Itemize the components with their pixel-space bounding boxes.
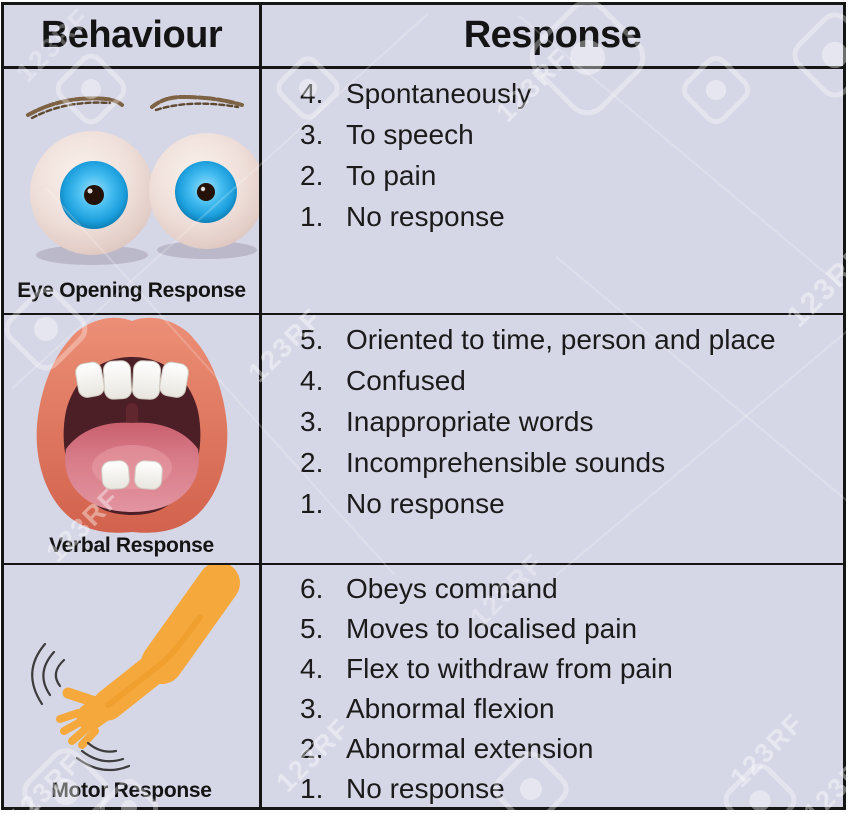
item-text: No response (346, 487, 505, 519)
item-number: 1. (300, 487, 324, 519)
response-item: 1. No response (300, 769, 843, 809)
item-text: Obeys command (346, 573, 558, 604)
response-item: 1. No response (300, 483, 843, 524)
item-text: Incomprehensible sounds (346, 446, 666, 478)
response-item: 2. Incomprehensible sounds (300, 442, 843, 483)
item-number: 3. (300, 118, 324, 150)
header-response: Response (463, 14, 642, 56)
moving-arm-icon (31, 565, 240, 772)
verbal-response-list: 5. Oriented to time, person and place 4. C… (262, 315, 843, 563)
table-row-eye-opening: Eye Opening Response 4. Spontaneously 3. T… (4, 69, 843, 315)
response-item: 4. Spontaneously (300, 73, 843, 114)
verbal-illustration-cell: Verbal Response (4, 315, 262, 563)
response-item: 3. Abnormal flexion (300, 689, 843, 729)
item-number: 6. (300, 573, 324, 604)
response-item: 4. Confused (300, 360, 843, 401)
response-item: 2. To pain (300, 155, 843, 196)
motion-lines (31, 642, 131, 772)
item-number: 2. (300, 733, 324, 764)
item-number: 4. (300, 77, 324, 109)
row-label-verbal: Verbal Response (49, 534, 214, 557)
item-text: Confused (346, 364, 466, 396)
response-item: 5. Moves to localised pain (300, 609, 843, 649)
motor-illustration-cell: Motor Response (4, 565, 262, 809)
item-number: 5. (300, 323, 324, 355)
response-item: 1. No response (300, 196, 843, 237)
row-label-eye-opening: Eye Opening Response (17, 279, 246, 302)
row-label-motor: Motor Response (51, 779, 212, 802)
response-item: 2. Abnormal extension (300, 729, 843, 769)
response-item: 3. Inappropriate words (300, 401, 843, 442)
motor-response-list: 6. Obeys command 5. Moves to localised pai… (262, 565, 843, 809)
item-text: Oriented to time, person and place (346, 323, 776, 355)
table-header-row: Behaviour Response (4, 5, 843, 69)
response-item: 5. Oriented to time, person and place (300, 319, 843, 360)
header-behaviour: Behaviour (4, 5, 262, 66)
item-number: 3. (300, 693, 324, 724)
item-number: 4. (300, 653, 324, 684)
item-text: Inappropriate words (346, 405, 594, 437)
response-item: 4. Flex to withdraw from pain (300, 649, 843, 689)
item-text: To speech (346, 118, 474, 150)
eye-opening-response-list: 4. Spontaneously 3. To speech 2. To pain 1.… (262, 69, 843, 313)
item-text: No response (346, 200, 505, 232)
open-eyes-icon (26, 94, 259, 265)
response-item: 6. Obeys command (300, 569, 843, 609)
item-text: To pain (346, 159, 437, 191)
item-number: 1. (300, 200, 324, 232)
table-row-verbal: Verbal Response 5. Oriented to time, pers… (4, 315, 843, 565)
item-text: Flex to withdraw from pain (346, 653, 673, 684)
item-number: 2. (300, 446, 324, 478)
item-number: 5. (300, 613, 324, 644)
item-text: Abnormal extension (346, 733, 594, 764)
open-mouth-icon (36, 317, 228, 533)
eye-opening-illustration-cell: Eye Opening Response (4, 69, 262, 313)
item-text: Abnormal flexion (346, 693, 555, 724)
item-number: 4. (300, 364, 324, 396)
item-number: 1. (300, 773, 324, 804)
item-text: Moves to localised pain (346, 613, 638, 644)
item-number: 2. (300, 159, 324, 191)
item-text: No response (346, 773, 505, 804)
response-item: 3. To speech (300, 114, 843, 155)
item-number: 3. (300, 405, 324, 437)
item-text: Spontaneously (346, 77, 532, 109)
table-row-motor: Motor Response 6. Obeys command 5. Moves t… (4, 565, 843, 809)
